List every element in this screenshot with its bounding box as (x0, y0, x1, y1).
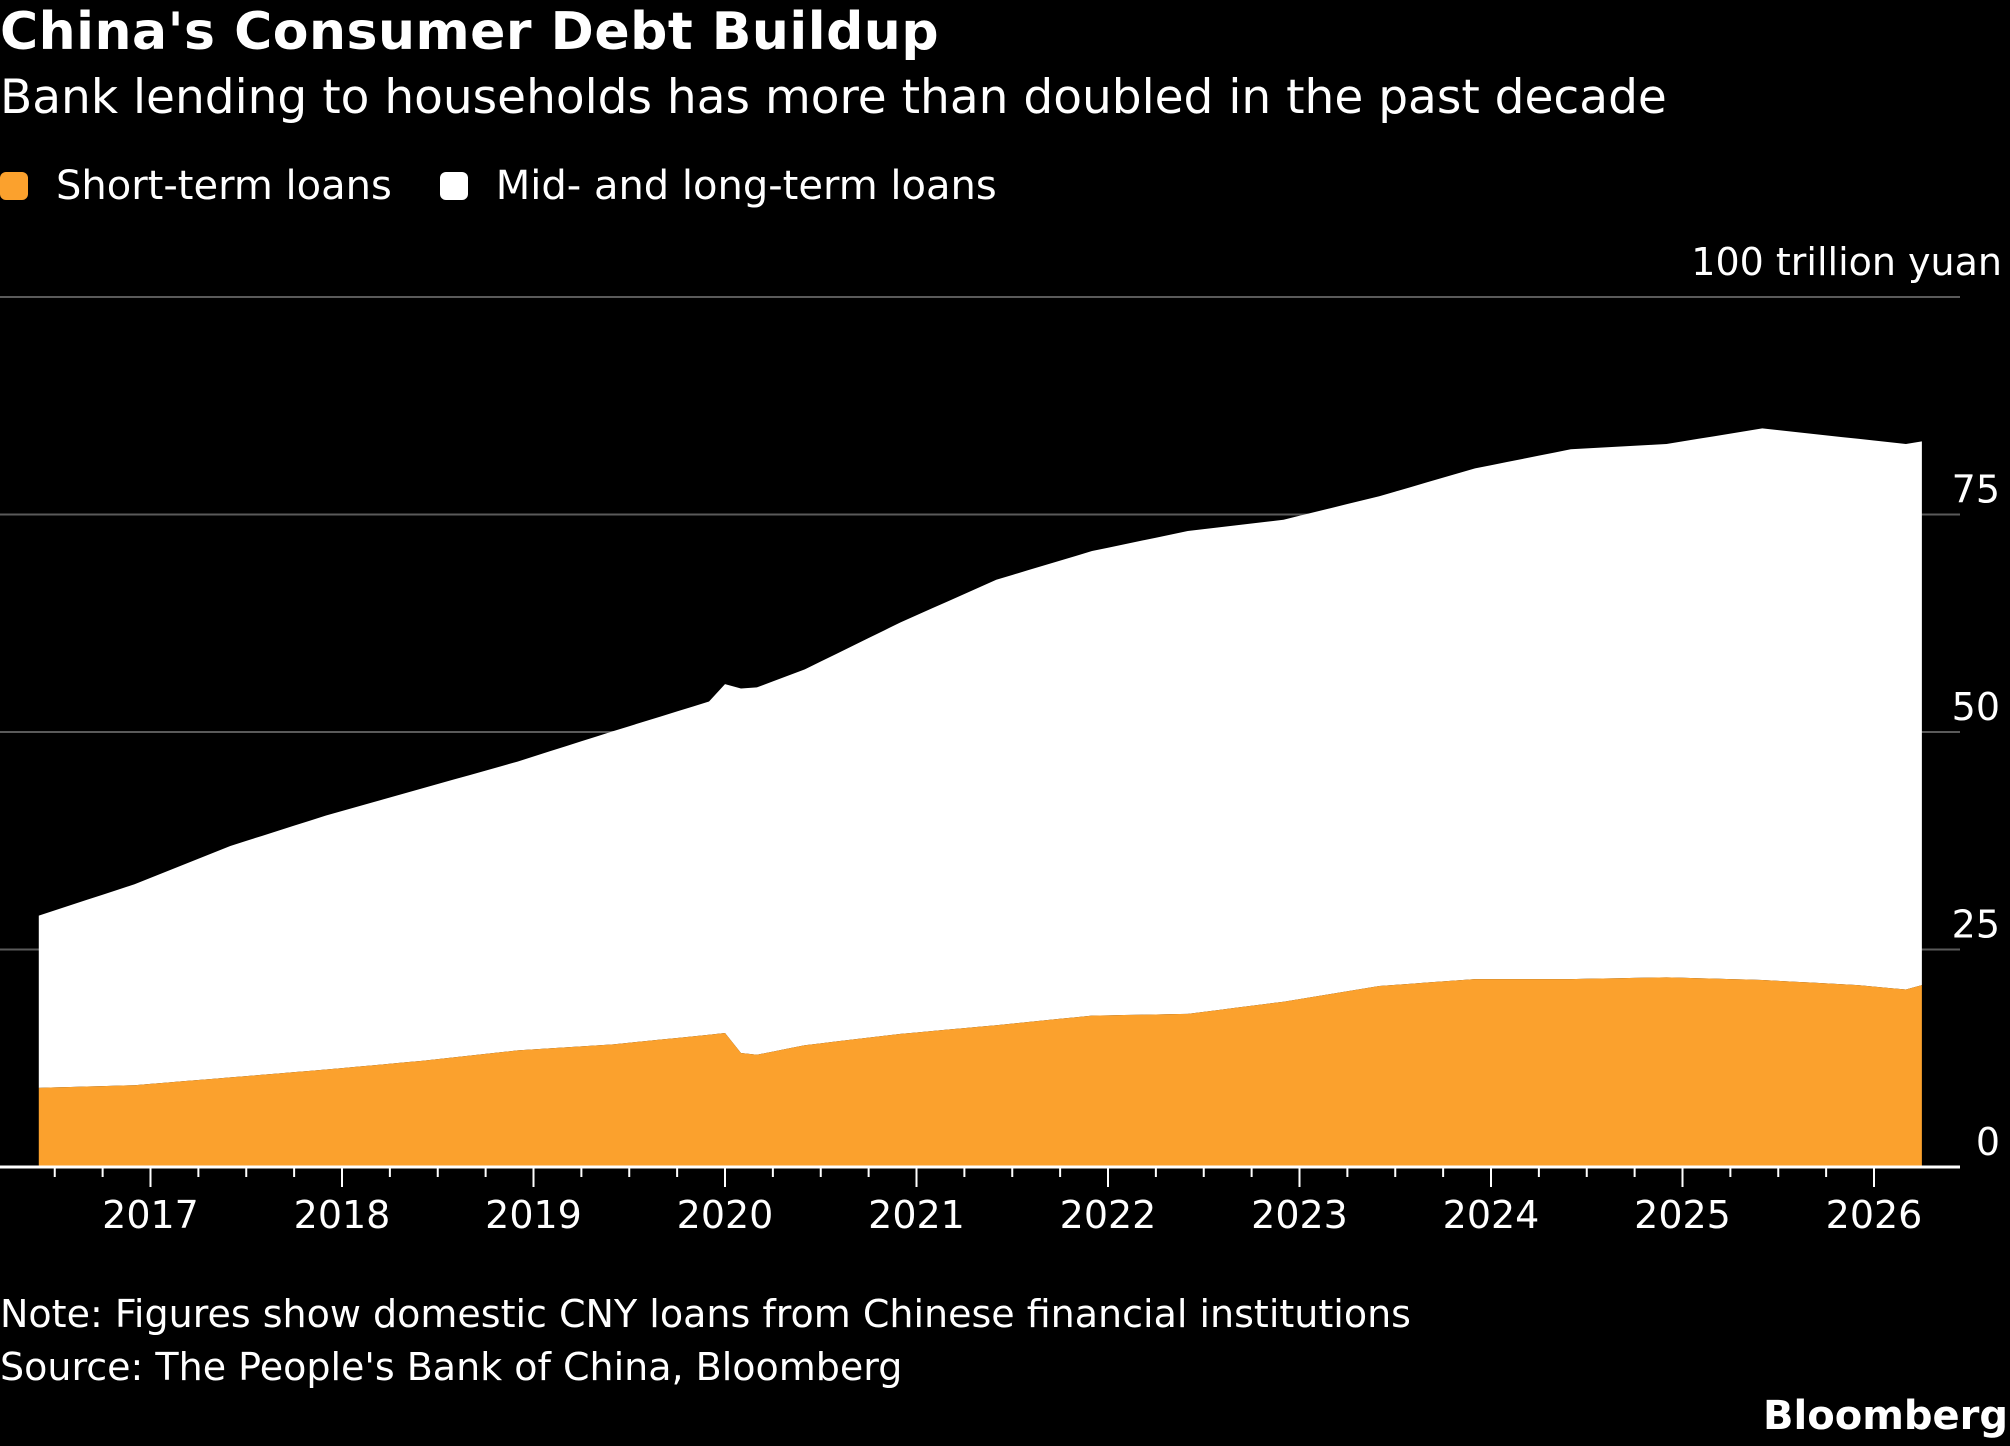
legend-label-short-term: Short-term loans (56, 163, 392, 209)
y-tick-label: 75 (1952, 468, 2000, 512)
y-tick-label: 0 (1976, 1120, 2000, 1164)
source-text: Source: The People's Bank of China, Bloo… (0, 1345, 903, 1389)
chart-subtitle: Bank lending to households has more than… (0, 70, 1667, 125)
x-tick-label: 2024 (1443, 1193, 1540, 1237)
area-short-term-loans (38, 977, 1922, 1167)
x-tick-label: 2023 (1251, 1193, 1348, 1237)
chart-notes: Note: Figures show domestic CNY loans fr… (0, 1288, 1411, 1394)
x-tick-label: 2020 (677, 1193, 774, 1237)
x-tick-label: 2019 (485, 1193, 582, 1237)
x-tick-label: 2022 (1060, 1193, 1157, 1237)
chart-title: China's Consumer Debt Buildup (0, 2, 940, 62)
note-text: Note: Figures show domestic CNY loans fr… (0, 1292, 1411, 1336)
x-tick-label: 2017 (102, 1193, 199, 1237)
legend-item-short-term: Short-term loans (0, 163, 392, 209)
legend-item-mid-long-term: Mid- and long-term loans (439, 163, 997, 209)
y-tick-label: 25 (1952, 903, 2000, 947)
x-tick-label: 2026 (1826, 1193, 1923, 1237)
y-tick-label: 50 (1952, 685, 2000, 729)
x-tick-label: 2025 (1634, 1193, 1731, 1237)
legend-swatch-short-term (0, 172, 28, 200)
legend: Short-term loans Mid- and long-term loan… (0, 163, 1045, 209)
bloomberg-logo: Bloomberg (1763, 1393, 2008, 1439)
legend-swatch-mid-long-term (439, 172, 468, 200)
x-tick-label: 2018 (294, 1193, 391, 1237)
area-mid-long-term-loans (38, 428, 1922, 1088)
legend-label-mid-long-term: Mid- and long-term loans (495, 163, 997, 209)
x-tick-label: 2021 (868, 1193, 965, 1237)
y-axis-unit-label: 100 trillion yuan (1691, 240, 2002, 284)
